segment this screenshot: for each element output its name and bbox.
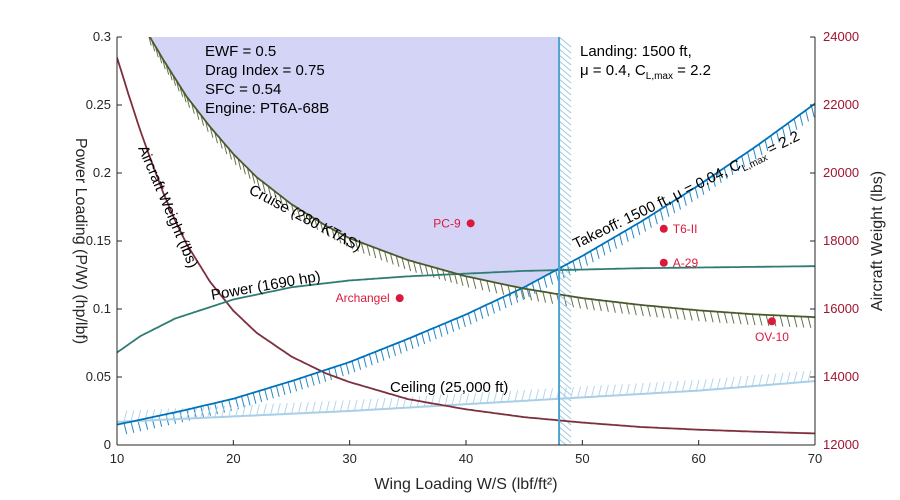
power-curve-label: Power (1690 hp) (210, 268, 322, 304)
y2-tick-label: 22000 (823, 97, 859, 112)
x-tick-label: 20 (226, 451, 240, 466)
point-t6-ii (659, 224, 668, 233)
y-tick-label: 0.25 (86, 97, 111, 112)
y2-tick-label: 24000 (823, 29, 859, 44)
takeoff-curve (117, 102, 815, 426)
point-ov-10 (767, 317, 776, 326)
x-tick-label: 30 (342, 451, 356, 466)
cruise-curve (148, 37, 815, 319)
x-tick-label: 40 (459, 451, 473, 466)
axes-layer: 10 20 30 40 50 60 70 0 0.05 0.1 0.15 0.2 0.25 0.3 1200… (86, 29, 859, 466)
param-sfc: SFC = 0.54 (205, 81, 281, 98)
x-axis-label: Wing Loading W/S (lbf/ft²) (374, 476, 557, 493)
y2-tick-label: 14000 (823, 369, 859, 384)
y-axis-label: Power Loading (P/W) (hp/lbf) (72, 138, 89, 344)
point-pc-9 (466, 219, 475, 228)
takeoff-label-main: Takeoff: 1500 ft, μ = 0.04, C (570, 156, 744, 252)
point-label-archangel: Archangel (336, 291, 390, 305)
y-tick-label: 0.3 (93, 29, 111, 44)
ceiling-curve (117, 380, 815, 423)
ceiling-hatch (123, 370, 815, 422)
landing-label-tail: = 2.2 (673, 62, 711, 79)
y-tick-label: 0.15 (86, 233, 111, 248)
x-tick-label: 60 (691, 451, 705, 466)
y-tick-label: 0 (104, 437, 111, 452)
landing-label-sub: L,max (646, 71, 673, 82)
constraint-hatch-layer (123, 37, 815, 445)
weight-curve-label: Aircraft Weight (lbs) (134, 143, 201, 271)
point-label-ov-10: OV-10 (755, 330, 789, 344)
x-tick-label: 70 (808, 451, 822, 466)
x-tick-label: 10 (110, 451, 124, 466)
aircraft-points-layer: PC-9 T6-II A-29 Archangel OV-10 (336, 216, 790, 344)
point-label-t6-ii: T6-II (673, 222, 698, 236)
landing-label-line1: Landing: 1500 ft, (580, 43, 692, 60)
weight-curve (117, 57, 815, 435)
param-engine: Engine: PT6A-68B (205, 100, 329, 117)
feasible-region (117, 37, 560, 288)
y2-tick-label: 16000 (823, 301, 859, 316)
y-tick-label: 0.2 (93, 165, 111, 180)
y-tick-label: 0.1 (93, 301, 111, 316)
takeoff-label-tail: = 2.2 (761, 128, 803, 160)
takeoff-curve-label: Takeoff: 1500 ft, μ = 0.04, CL,max = 2.2 (570, 128, 803, 256)
ceiling-curve-label: Ceiling (25,000 ft) (390, 379, 508, 396)
y-tick-label: 0.05 (86, 369, 111, 384)
point-label-a-29: A-29 (673, 256, 699, 270)
feasible-region-layer (117, 37, 560, 288)
y2-tick-label: 20000 (823, 165, 859, 180)
y2-tick-label: 12000 (823, 437, 859, 452)
series-layer (117, 37, 815, 445)
param-ewf: EWF = 0.5 (205, 43, 276, 60)
landing-label-main: μ = 0.4, C (580, 62, 646, 79)
landing-label-line2: μ = 0.4, CL,max = 2.2 (580, 62, 711, 82)
y2-axis-label: Aircraft Weight (lbs) (869, 171, 886, 311)
power-curve (117, 265, 815, 354)
y2-tick-label: 18000 (823, 233, 859, 248)
point-label-pc-9: PC-9 (433, 216, 461, 230)
x-tick-label: 50 (575, 451, 589, 466)
param-drag-index: Drag Index = 0.75 (205, 62, 325, 79)
point-a-29 (659, 258, 668, 267)
point-archangel (395, 294, 404, 303)
